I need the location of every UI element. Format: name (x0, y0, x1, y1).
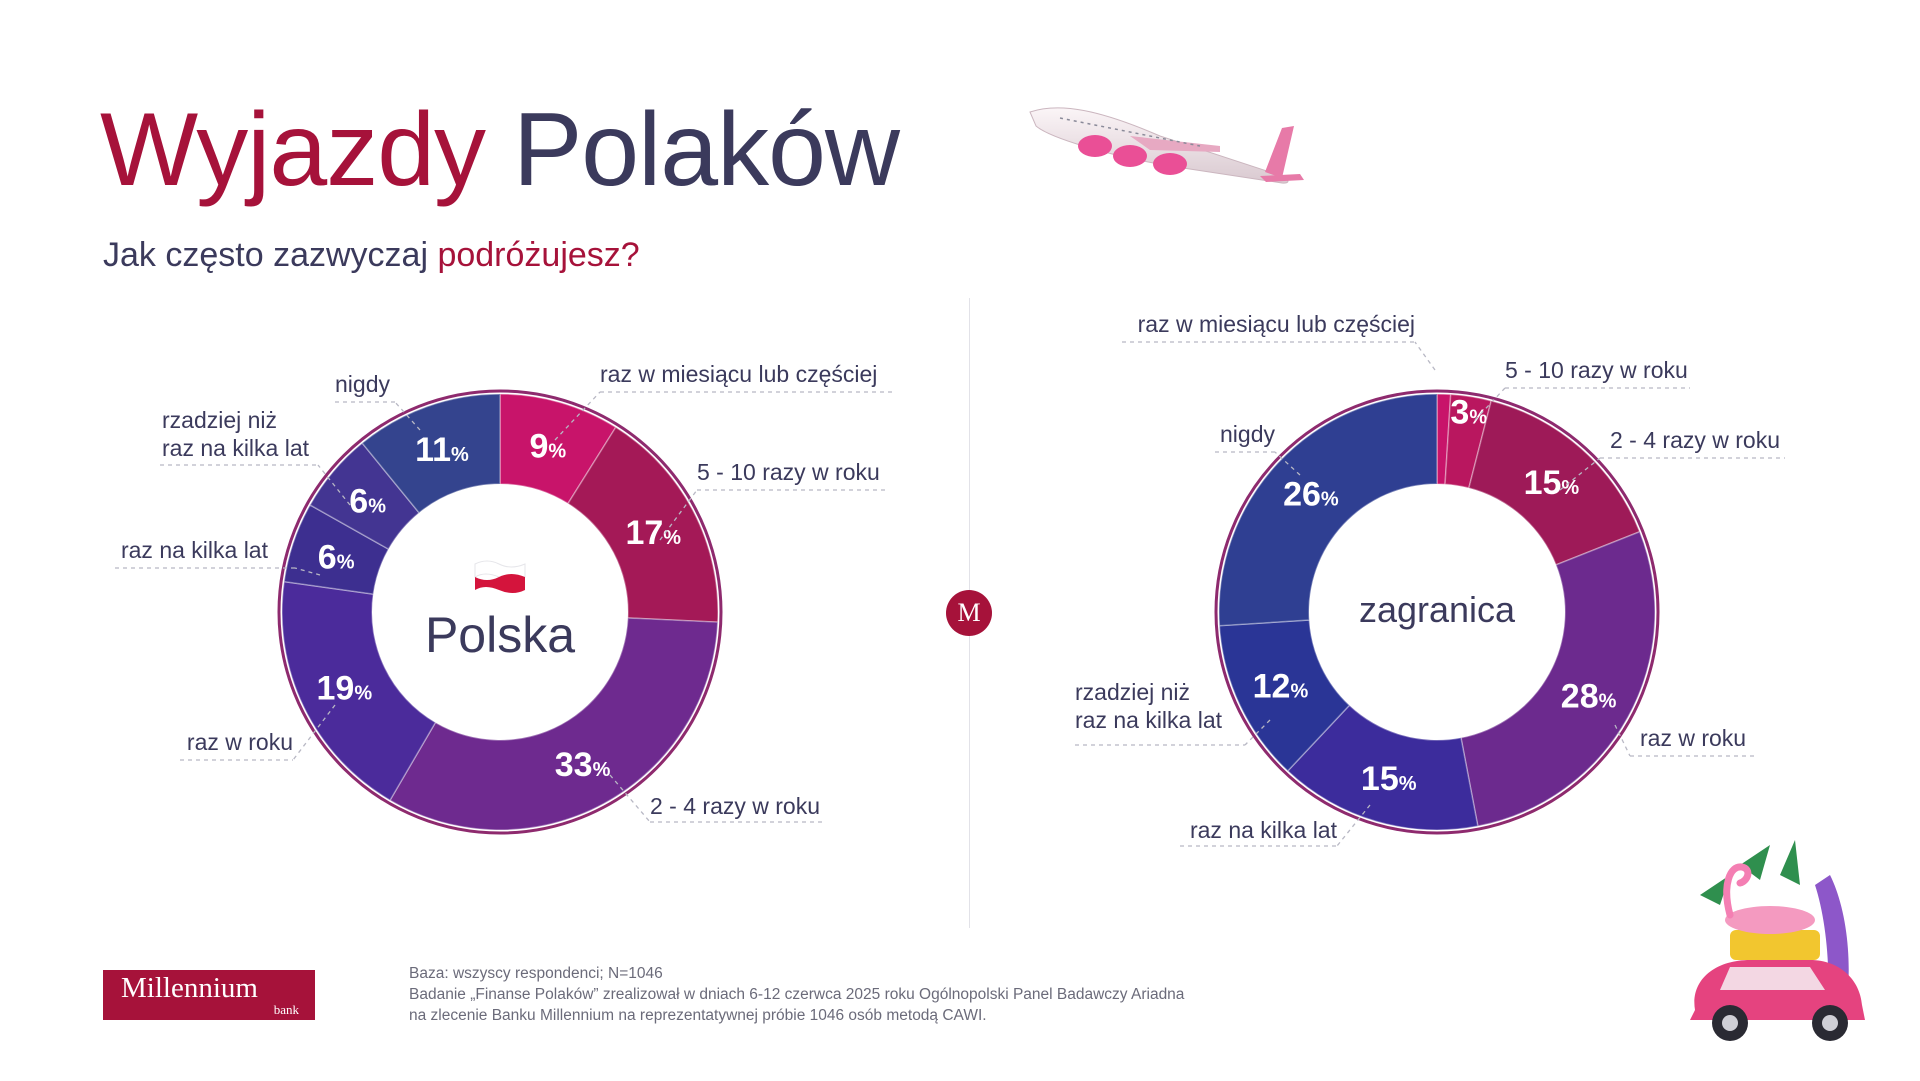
center-label-polska: Polska (425, 607, 575, 663)
page-title: Wyjazdy Polaków (100, 98, 900, 202)
airplane-icon (1029, 107, 1304, 184)
data-label-nigdy: 11% (415, 431, 469, 469)
leader-line-2-4-razy-w-roku (609, 774, 651, 823)
donut-slice-2-4-razy-w-roku (1467, 399, 1641, 566)
category-label-raz-w-miesiącu-lub-częściej: raz w miesiącu lub częściej (1138, 311, 1415, 337)
donut-slice-raz-w-miesiącu-lub-częściej (1436, 393, 1452, 486)
leader-line-nigdy (1274, 451, 1301, 476)
leader-line-rzadziej-niż-raz-na-kilka-lat (317, 464, 351, 506)
center-label-zagranica: zagranica (1359, 589, 1516, 630)
leader-line-raz-w-miesiącu-lub-częściej (554, 391, 601, 441)
donut-slice-raz-na-kilka-lat (1286, 704, 1479, 831)
data-label-raz-w-miesiącu-lub-częściej: 9% (529, 428, 566, 466)
page-subtitle: Jak często zazwyczaj podróżujesz? (103, 236, 640, 275)
category-label-raz-na-kilka-lat: raz na kilka lat (121, 537, 269, 563)
leader-line-raz-na-kilka-lat (1336, 804, 1371, 847)
subtitle-part1: Jak często zazwyczaj (103, 236, 428, 274)
title-part2: Polaków (512, 92, 900, 208)
donut-slice-nigdy (1218, 393, 1438, 627)
donut-outer-ring (1214, 389, 1660, 835)
data-label-5-10-razy-w-roku: 17% (625, 514, 681, 552)
category-label-2-4-razy-w-roku: 2 - 4 razy w roku (1610, 427, 1780, 453)
leader-line-raz-w-miesiącu-lub-częściej (1414, 341, 1436, 371)
category-label-rzadziej-niż-raz-na-kilka-lat: rzadziej niż raz na kilka lat (1075, 679, 1223, 733)
footnote: Baza: wszyscy respondenci; N=1046 Badani… (409, 963, 1184, 1026)
footnote-line-3: na zlecenie Banku Millennium na reprezen… (409, 1007, 987, 1024)
category-label-5-10-razy-w-roku: 5 - 10 razy w roku (1505, 357, 1688, 383)
leader-line-nigdy (394, 401, 421, 431)
donut-chart-polska: 9% raz w miesiącu lub częściej 17% 5 - 10 r… (115, 361, 895, 835)
category-label-5-10-razy-w-roku: 5 - 10 razy w roku (697, 459, 880, 485)
donut-slice-raz-w-roku (281, 580, 437, 802)
car-with-luggage-icon (1690, 840, 1865, 1041)
data-label-rzadziej-niż-raz-na-kilka-lat: 6% (349, 483, 386, 521)
leader-line-raz-w-roku (1614, 724, 1631, 757)
category-label-raz-w-roku: raz w roku (187, 729, 293, 755)
data-label-2-4-razy-w-roku: 33% (555, 746, 611, 784)
category-label-raz-w-roku: raz w roku (1640, 725, 1746, 751)
leader-line-raz-w-roku (292, 704, 336, 761)
category-label-raz-na-kilka-lat: raz na kilka lat (1190, 817, 1338, 843)
title-part1: Wyjazdy (100, 92, 486, 208)
donut-slice-2-4-razy-w-roku (388, 617, 719, 831)
category-label-raz-w-miesiącu-lub-częściej: raz w miesiącu lub częściej (600, 361, 877, 387)
donut-center (1311, 486, 1563, 738)
subtitle-part2: podróżujesz? (437, 236, 640, 274)
millennium-logo: Millennium bank (103, 970, 315, 1020)
data-label-raz-w-miesiącu-lub-częściej: 1% (1423, 341, 1460, 379)
data-label-2-4-razy-w-roku: 15% (1524, 464, 1580, 502)
category-label-rzadziej-niż-raz-na-kilka-lat: rzadziej niż raz na kilka lat (162, 407, 310, 461)
footnote-line-1: Baza: wszyscy respondenci; N=1046 (409, 965, 663, 982)
category-label-2-4-razy-w-roku: 2 - 4 razy w roku (650, 793, 820, 819)
data-label-raz-w-roku: 28% (1561, 677, 1617, 715)
donut-center (374, 486, 626, 738)
donut-slice-raz-w-miesiącu-lub-częściej (499, 393, 617, 505)
data-label-nigdy: 26% (1283, 476, 1339, 514)
donut-outer-ring (277, 389, 723, 835)
leader-line-rzadziej-niż-raz-na-kilka-lat (1244, 719, 1271, 746)
logo-name: Millennium (121, 972, 258, 1004)
brand-badge: M (946, 590, 992, 636)
category-label-nigdy: nigdy (1220, 421, 1275, 447)
logo-sub: bank (273, 1002, 299, 1017)
donut-slice-5-10-razy-w-roku (566, 426, 719, 623)
leader-line-2-4-razy-w-roku (1559, 457, 1601, 491)
footnote-line-2: Badanie „Finanse Polaków” zrealizował w … (409, 986, 1185, 1003)
leader-line-5-10-razy-w-roku (659, 489, 698, 541)
data-label-raz-w-roku: 19% (316, 669, 372, 707)
data-label-raz-na-kilka-lat: 15% (1361, 760, 1417, 798)
donut-slice-5-10-razy-w-roku (1444, 393, 1493, 489)
poland-flag-icon (474, 560, 526, 593)
data-label-raz-na-kilka-lat: 6% (318, 538, 355, 576)
donut-slice-raz-w-roku (1460, 530, 1656, 828)
category-label-nigdy: nigdy (335, 371, 390, 397)
donut-slice-nigdy (361, 393, 501, 514)
data-label-rzadziej-niż-raz-na-kilka-lat: 12% (1253, 668, 1309, 706)
